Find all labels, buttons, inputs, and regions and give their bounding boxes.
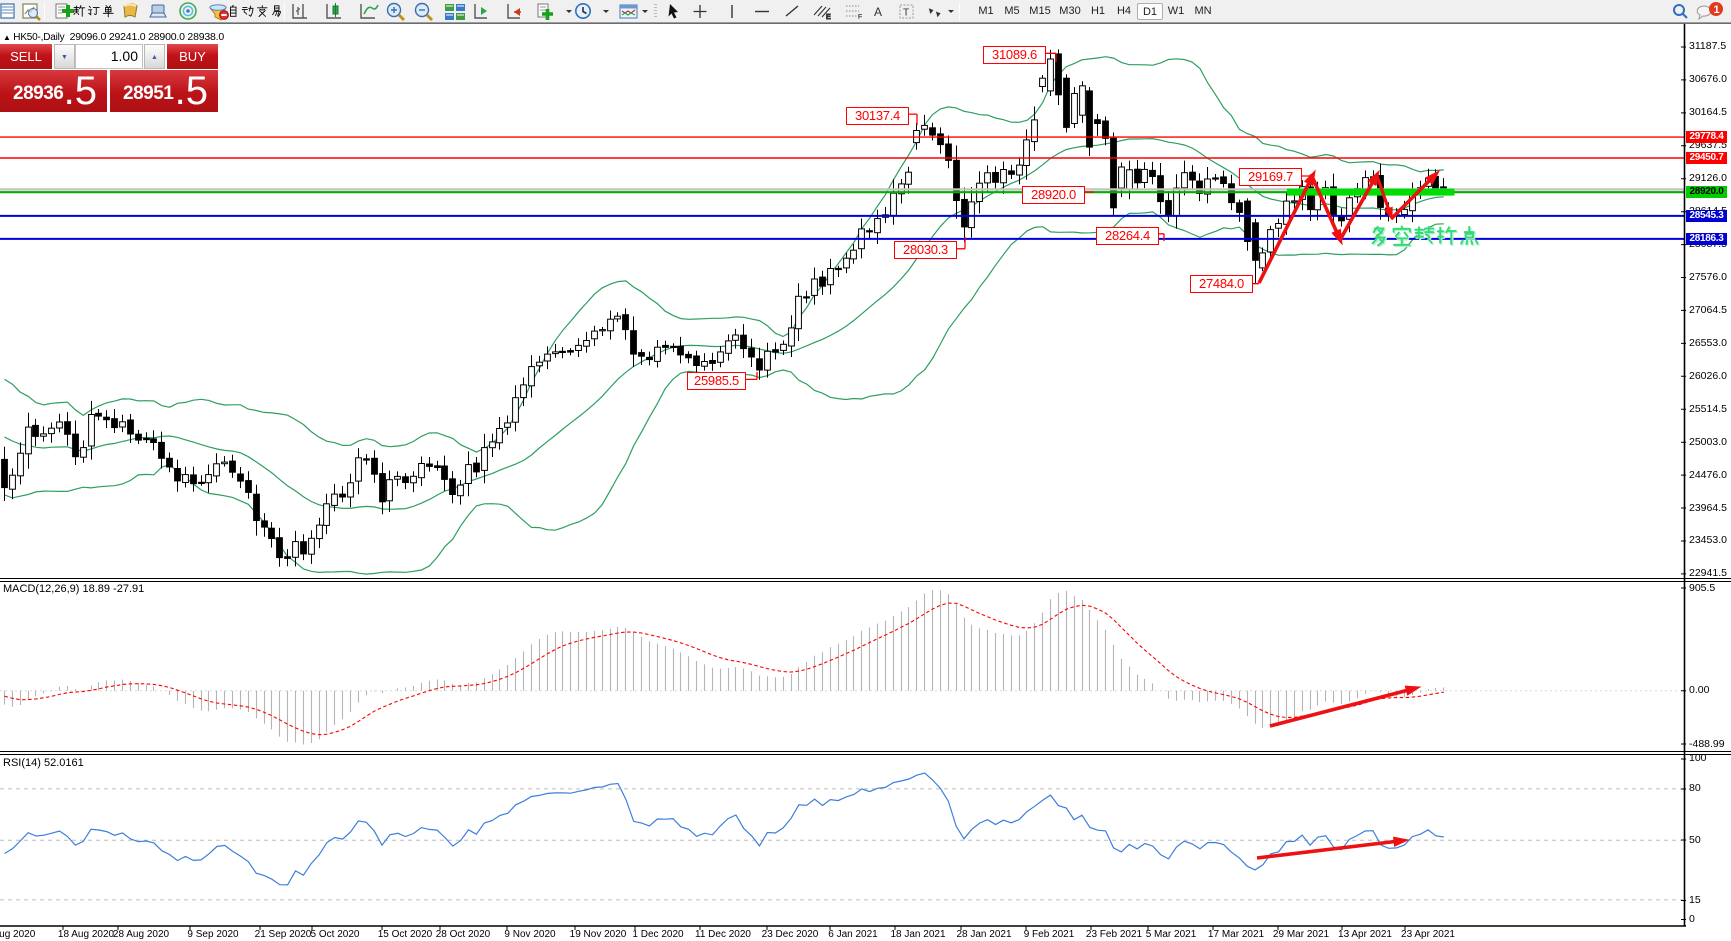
svg-text:1: 1 [1714,4,1720,16]
svg-text:T: T [903,8,909,19]
svg-text:A: A [874,5,882,19]
svg-text:E: E [826,14,831,21]
svg-text:F: F [858,14,862,21]
